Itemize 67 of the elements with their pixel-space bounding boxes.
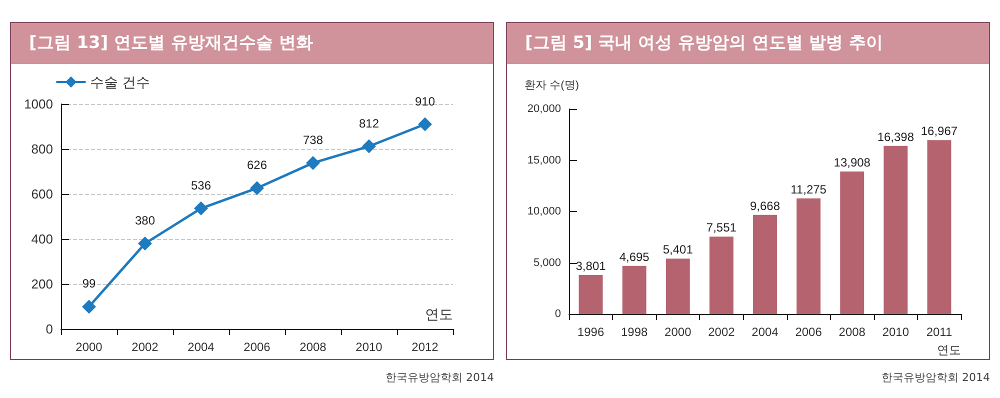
data-label: 99 xyxy=(82,276,96,291)
point xyxy=(138,236,152,250)
x-tick-label: 1996 xyxy=(577,325,604,339)
bar xyxy=(927,140,952,314)
y-tick-label: 400 xyxy=(31,232,53,246)
x-tick-label: 2010 xyxy=(356,340,383,354)
data-label: 812 xyxy=(358,116,380,130)
bar xyxy=(753,214,777,314)
x-tick-label: 2006 xyxy=(244,340,271,354)
x-tick-label: 2006 xyxy=(795,325,822,339)
x-tick-label: 2011 xyxy=(926,325,952,339)
point xyxy=(362,139,376,154)
bar xyxy=(622,266,646,314)
data-label: 536 xyxy=(190,178,212,192)
data-label: 3,801 xyxy=(576,259,606,274)
data-label: 7,551 xyxy=(706,220,737,235)
y-tick-label: 5,000 xyxy=(533,256,561,269)
data-label: 738 xyxy=(302,132,324,147)
bar xyxy=(578,275,603,314)
y-tick-label: 800 xyxy=(31,142,53,156)
x-tick-label: 2010 xyxy=(882,325,910,339)
x-axis-title: 연도 xyxy=(937,343,961,357)
data-label: 626 xyxy=(246,158,268,172)
data-label: 4,695 xyxy=(619,250,650,264)
point xyxy=(82,300,96,314)
y-tick-label: 0 xyxy=(554,308,561,320)
data-label: 380 xyxy=(134,214,156,228)
data-label: 11,275 xyxy=(790,182,827,196)
x-tick-label: 2000 xyxy=(664,325,692,339)
text: 한국유방암학회 2014 xyxy=(880,370,990,385)
x-tick-label: 2002 xyxy=(132,340,159,354)
data-label: 16,398 xyxy=(877,130,914,144)
data-label: 16,967 xyxy=(920,124,958,138)
data-label: 13,908 xyxy=(834,155,871,170)
bar xyxy=(840,171,864,314)
point xyxy=(306,156,320,170)
data-label: 9,668 xyxy=(750,198,780,213)
y-tick-label: 200 xyxy=(31,276,53,292)
y-tick-label: 15,000 xyxy=(527,154,561,166)
x-tick-label: 2008 xyxy=(300,340,327,354)
data-label: 5,401 xyxy=(662,242,694,257)
x-tick-label: 2004 xyxy=(188,340,215,354)
y-axis-title: 환자 수(명) xyxy=(524,80,579,92)
x-tick-label: 1998 xyxy=(620,325,648,339)
y-tick-label: 20,000 xyxy=(527,103,561,115)
legend-label: 수술 건수 xyxy=(90,74,150,90)
x-tick-label: 2000 xyxy=(76,340,103,354)
bar xyxy=(666,258,690,314)
x-axis-title: 연도 xyxy=(425,306,453,322)
bar xyxy=(709,236,734,314)
data-label: 910 xyxy=(414,94,436,108)
y-tick-label: 600 xyxy=(31,186,53,202)
point xyxy=(250,181,264,196)
x-tick-label: 2002 xyxy=(708,325,736,339)
y-tick-label: 1000 xyxy=(24,96,53,112)
chart-title: [그림 5] 국내 여성 유방암의 연도별 발병 추이 xyxy=(507,23,989,64)
x-tick-label: 2004 xyxy=(752,325,779,339)
x-tick-label: 2008 xyxy=(838,325,866,339)
point xyxy=(194,201,208,216)
bar xyxy=(796,198,821,314)
text: 한국유방암학회 2014 xyxy=(384,370,494,385)
point xyxy=(418,117,432,132)
x-tick-label: 2012 xyxy=(412,340,439,354)
chart-title: [그림 13] 연도별 유방재건수술 변화 xyxy=(11,23,493,64)
y-tick-label: 10,000 xyxy=(527,206,561,218)
bar xyxy=(884,146,908,314)
y-tick-label: 0 xyxy=(46,322,53,336)
